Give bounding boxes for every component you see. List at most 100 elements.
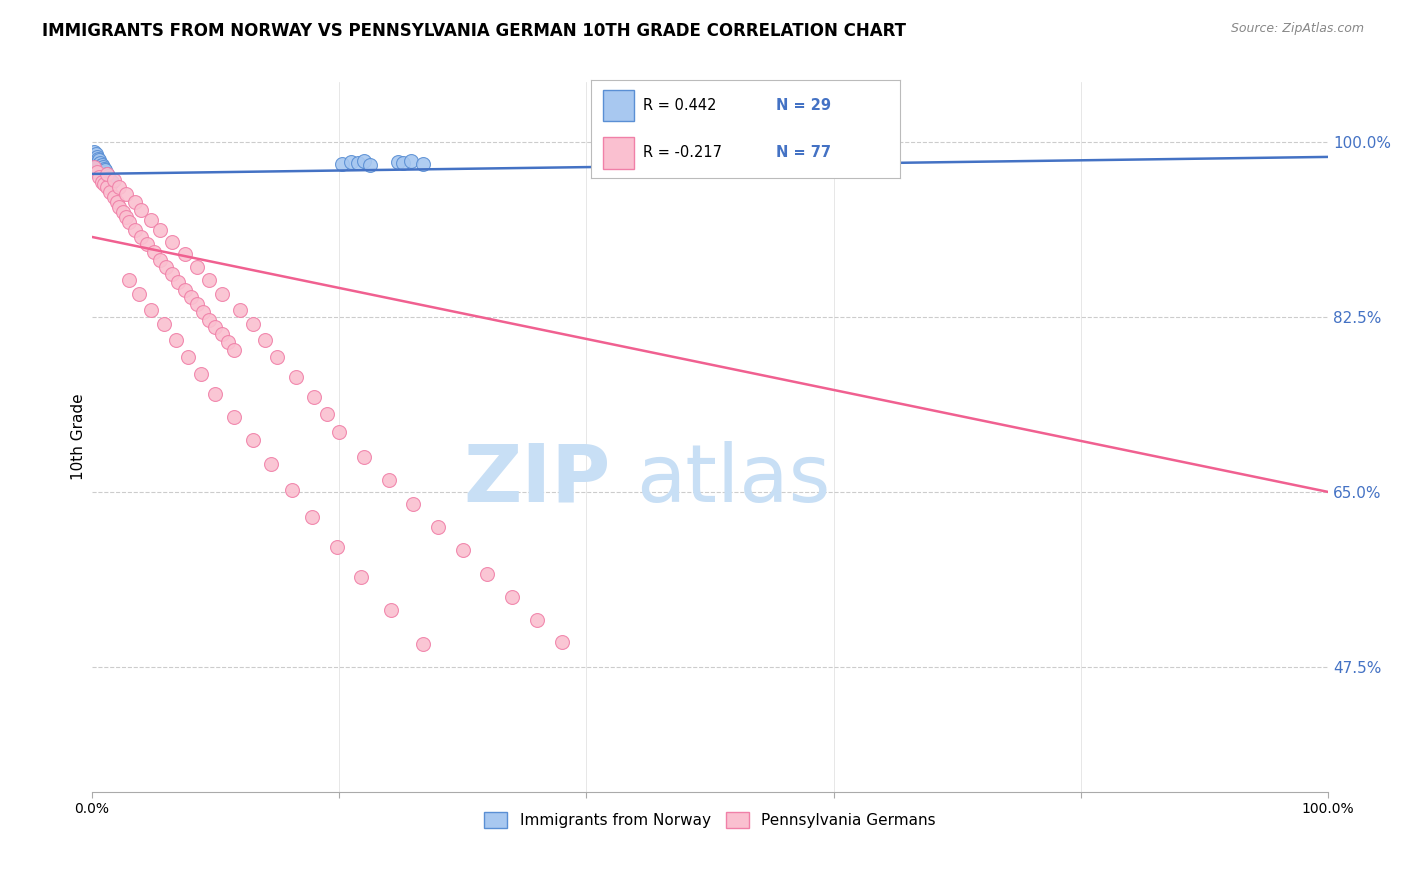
Point — [87, 152, 110, 166]
Point — [84, 147, 107, 161]
Point — [89, 153, 111, 167]
Point — [392, 156, 415, 170]
Text: IMMIGRANTS FROM NORWAY VS PENNSYLVANIA GERMAN 10TH GRADE CORRELATION CHART: IMMIGRANTS FROM NORWAY VS PENNSYLVANIA G… — [42, 22, 907, 40]
Point — [152, 317, 174, 331]
Bar — [603, 137, 634, 169]
Point — [105, 194, 128, 209]
Point — [173, 283, 195, 297]
Point — [87, 155, 110, 169]
Point — [427, 520, 450, 534]
Point — [89, 169, 111, 184]
Text: Source: ZipAtlas.com: Source: ZipAtlas.com — [1230, 22, 1364, 36]
Point — [253, 333, 276, 347]
Point — [217, 334, 239, 349]
Point — [90, 161, 112, 175]
Point — [281, 483, 304, 497]
Point — [139, 213, 162, 227]
Point — [96, 167, 118, 181]
Text: N = 77: N = 77 — [776, 145, 831, 161]
Point — [260, 457, 283, 471]
Point — [93, 165, 115, 179]
Point — [165, 333, 187, 347]
Point — [129, 202, 152, 217]
Point — [229, 302, 252, 317]
Text: R = 0.442: R = 0.442 — [643, 98, 717, 113]
Point — [89, 157, 111, 171]
Point — [204, 387, 226, 401]
Text: N = 29: N = 29 — [776, 98, 831, 113]
Point — [180, 290, 202, 304]
Point — [501, 590, 523, 604]
Point — [387, 155, 409, 169]
Point — [359, 158, 381, 172]
Point — [328, 425, 350, 439]
Point — [204, 320, 226, 334]
Point — [96, 180, 118, 194]
Point — [90, 158, 112, 172]
Point — [108, 180, 131, 194]
Point — [90, 175, 112, 189]
Point — [91, 160, 114, 174]
Point — [115, 210, 138, 224]
Point — [186, 260, 208, 274]
Point — [198, 313, 221, 327]
Point — [142, 244, 165, 259]
Point — [211, 326, 233, 341]
Point — [93, 161, 115, 176]
Point — [86, 150, 108, 164]
Point — [115, 186, 138, 201]
Point — [128, 287, 150, 301]
Point — [222, 409, 245, 424]
Text: ZIP: ZIP — [464, 441, 612, 518]
Point — [96, 167, 118, 181]
Point — [284, 370, 307, 384]
Point — [350, 570, 373, 584]
Point — [325, 540, 347, 554]
Point — [118, 215, 141, 229]
Legend: Immigrants from Norway, Pennsylvania Germans: Immigrants from Norway, Pennsylvania Ger… — [478, 805, 942, 834]
Point — [304, 390, 326, 404]
Point — [526, 613, 548, 627]
Point — [83, 145, 105, 159]
Point — [97, 169, 120, 183]
Point — [477, 566, 499, 581]
Point — [103, 190, 125, 204]
Point — [139, 302, 162, 317]
Point — [266, 350, 288, 364]
Point — [160, 235, 183, 249]
Point — [242, 433, 264, 447]
Point — [149, 252, 172, 267]
Point — [124, 223, 146, 237]
Point — [186, 297, 208, 311]
Point — [190, 367, 212, 381]
Point — [550, 635, 572, 649]
Point — [315, 407, 337, 421]
Point — [198, 273, 221, 287]
Bar — [603, 90, 634, 121]
Point — [353, 153, 375, 168]
Y-axis label: 10th Grade: 10th Grade — [72, 393, 86, 480]
Point — [94, 162, 117, 177]
Text: atlas: atlas — [636, 441, 830, 518]
Point — [155, 260, 177, 274]
Point — [103, 173, 125, 187]
Point — [346, 156, 368, 170]
Point — [108, 200, 131, 214]
Point — [211, 287, 233, 301]
Point — [399, 153, 422, 168]
Point — [222, 343, 245, 357]
Point — [340, 155, 363, 169]
Point — [100, 175, 122, 189]
Point — [242, 317, 264, 331]
Text: R = -0.217: R = -0.217 — [643, 145, 723, 161]
Point — [83, 160, 105, 174]
Point — [86, 165, 108, 179]
Point — [301, 510, 323, 524]
Point — [177, 350, 200, 364]
Point — [412, 637, 434, 651]
Point — [93, 177, 115, 191]
Point — [353, 450, 375, 464]
Point — [451, 543, 474, 558]
Point — [330, 157, 353, 171]
Point — [89, 156, 111, 170]
